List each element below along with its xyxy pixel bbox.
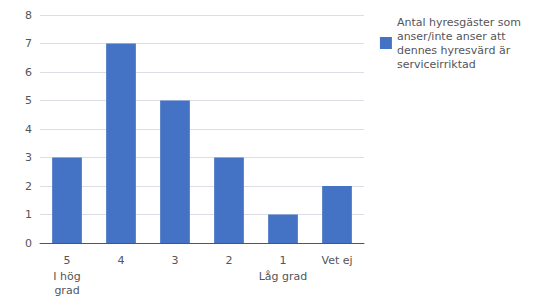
svg-text:1: 1 (280, 254, 287, 267)
svg-text:Antal hyresgäster som: Antal hyresgäster som (397, 16, 521, 29)
svg-text:8: 8 (25, 9, 32, 22)
svg-text:6: 6 (25, 66, 32, 79)
svg-text:4: 4 (25, 123, 32, 136)
svg-text:I hög: I hög (53, 270, 80, 283)
svg-text:2: 2 (226, 254, 233, 267)
svg-text:serviceirriktad: serviceirriktad (397, 58, 476, 71)
svg-text:3: 3 (172, 254, 179, 267)
svg-text:2: 2 (25, 180, 32, 193)
svg-text:7: 7 (25, 37, 32, 50)
svg-text:dennes hyresvärd är: dennes hyresvärd är (397, 44, 511, 57)
svg-text:anser/inte anser att: anser/inte anser att (397, 30, 506, 43)
svg-text:5: 5 (25, 94, 32, 107)
svg-text:0: 0 (25, 237, 32, 250)
svg-text:3: 3 (25, 151, 32, 164)
svg-text:Vet ej: Vet ej (321, 254, 352, 267)
svg-text:4: 4 (118, 254, 125, 267)
svg-text:grad: grad (54, 284, 79, 297)
svg-text:5: 5 (64, 254, 71, 267)
svg-text:Låg grad: Låg grad (259, 270, 308, 283)
svg-text:1: 1 (25, 208, 32, 221)
